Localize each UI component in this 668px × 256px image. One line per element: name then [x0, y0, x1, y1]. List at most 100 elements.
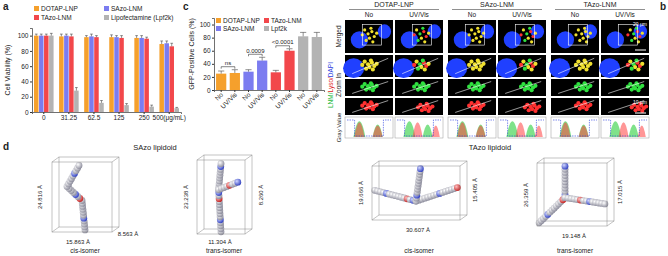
scale-bar-label: 10 µm — [633, 99, 647, 105]
tick: 0 — [25, 109, 32, 116]
vesicle — [476, 81, 480, 85]
vesicle — [371, 67, 375, 71]
tick-mark — [221, 90, 222, 92]
red-profile — [516, 122, 526, 137]
profile-line — [608, 58, 644, 73]
profile-line — [455, 58, 491, 73]
significance-bracket — [221, 67, 235, 69]
profile-line — [505, 58, 541, 73]
nucleus — [504, 31, 521, 48]
micrograph — [345, 98, 393, 115]
tick-mark — [316, 90, 317, 92]
tick-mark — [234, 90, 235, 92]
annotation: 0.0009 — [246, 48, 265, 54]
condition-label: No — [571, 11, 580, 18]
micrograph — [345, 79, 393, 96]
zoom-box — [568, 25, 587, 45]
blue-profile — [553, 120, 597, 136]
image-background — [498, 20, 546, 53]
legend-label: SAzo-LNM — [223, 25, 254, 32]
image-background — [448, 20, 496, 53]
x-axis: 031.2562.5125250500(μg/mL) — [33, 112, 186, 122]
green-profile — [526, 124, 536, 137]
blue-profile — [603, 120, 647, 136]
bounding-box — [537, 163, 607, 226]
legend-swatch — [34, 15, 39, 20]
tick: 20 — [21, 93, 32, 100]
isomer-label: cis-isomer — [70, 247, 100, 254]
green-profile — [579, 124, 589, 137]
tick-mark — [30, 112, 32, 113]
error-bar — [160, 41, 163, 44]
tick-label: 40 — [21, 78, 29, 85]
vesicle — [477, 30, 480, 33]
tick-mark — [212, 25, 214, 26]
vesicle — [430, 104, 434, 108]
isomer-label: trans-isomer — [557, 247, 594, 254]
error-bar — [165, 41, 168, 43]
nucleus — [599, 58, 620, 78]
green-profile — [559, 121, 571, 137]
tick-label: 0 — [207, 87, 211, 94]
bar — [216, 74, 226, 90]
vesicle — [412, 85, 416, 89]
image-background — [551, 20, 599, 53]
tick-mark — [262, 90, 263, 92]
vesicle — [369, 58, 373, 62]
bar — [312, 37, 322, 90]
bar — [298, 36, 308, 90]
vesicle — [640, 84, 644, 88]
row-label: Zoom In — [335, 73, 342, 97]
micrograph — [601, 79, 649, 96]
figure: abcd020406080100031.2562.5125250500(μg/m… — [0, 0, 668, 256]
vesicle — [588, 84, 592, 88]
legend-swatch — [104, 15, 109, 20]
vesicle — [584, 88, 588, 92]
scale-bar-label: 20 µm — [633, 21, 647, 27]
vesicle — [523, 87, 527, 91]
red-profile — [354, 122, 364, 137]
error-bar — [232, 70, 238, 73]
error-bar — [115, 36, 118, 38]
vesicle — [476, 58, 480, 62]
profile-line — [505, 82, 541, 94]
scale-bar — [635, 113, 646, 114]
profile-line — [455, 82, 491, 94]
error-bar — [273, 70, 279, 72]
legend-swatch — [264, 26, 269, 31]
vesicle — [578, 67, 582, 71]
bar — [284, 51, 294, 90]
legend-label: Lipofectamine (Lpf2k) — [111, 14, 174, 22]
tick-mark — [30, 36, 32, 37]
tick: 100 — [18, 32, 32, 39]
vesicle — [421, 27, 424, 30]
dimension-label: 19.666 Å — [358, 181, 364, 205]
vesicle — [365, 39, 368, 42]
tick-label: 500(μg/mL) — [153, 114, 186, 122]
vesicle — [629, 28, 632, 31]
channel-label: LNM/Lyso/DAPI — [327, 62, 335, 108]
vesicle — [580, 32, 583, 35]
profile-line — [505, 101, 541, 113]
nucleus — [584, 24, 597, 39]
vesicle — [373, 35, 376, 38]
vesicle — [533, 62, 537, 66]
condition-label: No — [468, 11, 477, 18]
molecule-model — [371, 161, 467, 220]
legend-label: SAzo-LNM — [111, 5, 142, 12]
nucleus — [454, 31, 471, 48]
dimension-label: 8.260 Å — [258, 185, 264, 206]
bounding-box — [372, 161, 379, 166]
micrograph — [393, 55, 443, 78]
profile-line — [558, 58, 594, 73]
condition-label: UV/Vis — [409, 11, 429, 18]
vesicle — [480, 35, 483, 38]
tick-label: 250 — [139, 114, 150, 121]
group-rule — [452, 9, 542, 10]
error-bar — [35, 34, 38, 36]
bounding-box — [52, 157, 59, 162]
green-profile — [423, 124, 433, 137]
tick: 0 — [207, 87, 214, 94]
tick-label: 31.25 — [61, 114, 78, 121]
tick: 62.5 — [88, 112, 101, 121]
